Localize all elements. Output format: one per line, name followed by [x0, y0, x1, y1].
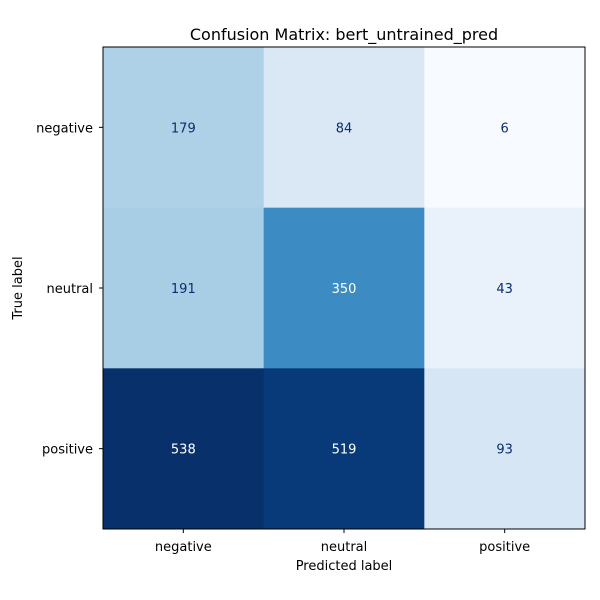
x-tick-label-1: neutral	[321, 540, 368, 555]
x-axis-label: Predicted label	[296, 559, 393, 574]
x-axis-ticks: negative neutral positive	[155, 529, 530, 555]
y-axis-label: True label	[11, 256, 26, 320]
y-tick-label-2: positive	[42, 443, 93, 458]
cell-value-1-2: 43	[496, 282, 513, 297]
heatmap-cells	[103, 47, 586, 530]
heatmap-cell-2-0	[103, 368, 265, 530]
cell-value-2-0: 538	[171, 443, 196, 458]
x-tick-label-2: positive	[479, 540, 530, 555]
heatmap-cell-2-1	[263, 368, 425, 530]
heatmap-cell-1-1	[263, 207, 425, 369]
heatmap-cell-2-2	[424, 368, 586, 530]
y-axis-ticks: negative neutral positive	[36, 121, 103, 458]
cell-value-0-0: 179	[171, 121, 196, 136]
y-tick-label-0: negative	[36, 121, 93, 136]
heatmap-cell-labels: 179 84 6 191 350 43 538 519 93	[171, 121, 513, 457]
heatmap-cell-1-2	[424, 207, 586, 369]
cell-value-2-2: 93	[496, 443, 513, 458]
cell-value-2-1: 519	[332, 443, 357, 458]
heatmap-cell-0-1	[263, 47, 425, 209]
heatmap-cell-1-0	[103, 207, 265, 369]
heatmap-cell-0-2	[424, 47, 586, 209]
heatmap-cell-0-0	[103, 47, 265, 209]
x-tick-label-0: negative	[155, 540, 212, 555]
y-tick-label-1: neutral	[47, 282, 94, 297]
chart-title: Confusion Matrix: bert_untrained_pred	[190, 25, 498, 45]
cell-value-0-2: 6	[501, 121, 509, 136]
cell-value-1-0: 191	[171, 282, 196, 297]
cell-value-0-1: 84	[336, 121, 353, 136]
cell-value-1-1: 350	[332, 282, 357, 297]
